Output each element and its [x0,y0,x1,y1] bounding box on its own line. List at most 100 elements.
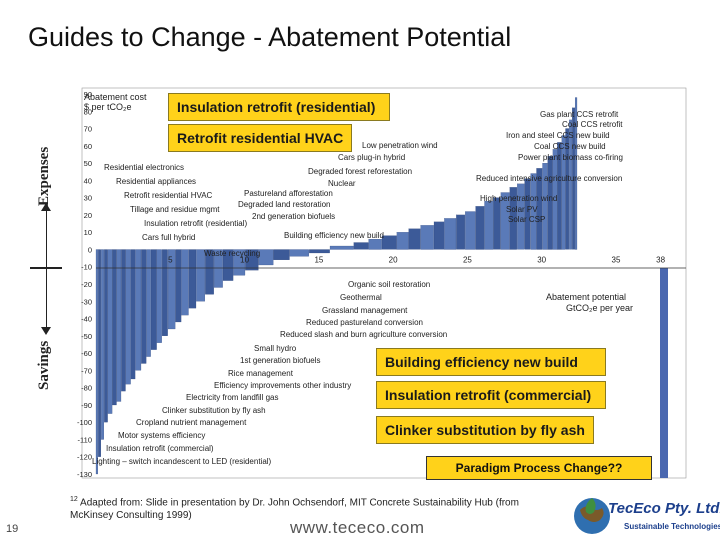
bar-19 [188,249,197,309]
website-url[interactable]: www.tececo.com [290,518,425,537]
annotation-19: Power plant biomass co-firing [518,153,623,162]
globe-icon [574,498,610,534]
annotation-2: Retrofit residential HVAC [124,191,213,200]
annotation-20: Reduced intensive agriculture conversion [476,174,622,183]
y-tick-label-21: -120 [77,453,92,462]
bar-25 [245,249,259,271]
y-tick-label-19: -100 [77,418,92,427]
x-tick-label-1: 10 [240,256,249,265]
y-tick-label-16: -70 [81,366,92,375]
annotation-27: Reduced pastureland conversion [306,318,423,327]
bar-46 [517,183,525,250]
x-axis-label-line2: GtCO₂e per year [566,303,633,313]
y-tick-label-14: -50 [81,332,92,341]
expenses-savings-arrow [41,203,51,335]
annotation-17: Iron and steel CCS new build [506,131,610,140]
bar-48 [530,173,537,250]
footnote-mark: 12 [70,496,78,503]
bar-44 [500,192,510,250]
callout-retrofit-residential-hvac: Retrofit residential HVAC [168,124,352,152]
bar-47 [524,178,531,250]
bar-10 [135,249,142,371]
y-tick-label-6: 30 [84,194,92,203]
x-tick-label-5: 30 [537,256,546,265]
bar-18 [181,249,189,316]
bar-8 [125,249,131,385]
y-tick-label-18: -90 [81,401,92,410]
bar-56 [569,119,573,250]
x-tick-label-6: 35 [612,256,621,265]
page-number: 19 [6,523,19,535]
bar-35 [408,228,421,250]
logo-text: TecEco Pty. Ltd. [608,500,720,517]
bar-43 [493,197,501,250]
y-tick-label-5: 40 [84,176,92,185]
annotation-labels: Residential electronics Residential appl… [92,110,623,466]
annotation-29: Small hydro [254,344,297,353]
x-tick-label-4: 25 [463,256,472,265]
y-tick-label-22: -130 [77,470,92,479]
bar-45 [509,187,517,250]
bar-12 [146,249,151,357]
bar-0 [95,249,98,475]
bar-16 [168,249,176,330]
annotation-8: Degraded land restoration [238,200,331,209]
bar-24 [233,249,246,276]
bar-57 [572,107,576,250]
y-tick-label-13: -40 [81,315,92,324]
bar-1 [98,249,101,457]
logo-subtitle: Sustainable Technologies [624,522,720,531]
footnote: 12 Adapted from: Slide in presentation b… [70,493,550,522]
bar-54 [561,135,566,250]
bar-29 [309,249,330,254]
y-tick-label-15: -60 [81,349,92,358]
bar-51 [547,156,553,250]
y-tick-label-17: -80 [81,384,92,393]
annotation-32: Efficiency improvements other industry [214,381,351,390]
y-tick-label-3: 60 [84,142,92,151]
bar-2 [101,249,104,440]
bar-37 [433,221,445,250]
bar-33 [381,235,397,250]
annotation-23: Solar CSP [508,215,545,224]
bar-39 [456,214,465,250]
annotation-14: Low penetration wind [362,141,438,150]
annotation-1: Residential appliances [116,177,196,186]
x-tick-label-2: 15 [314,256,323,265]
annotation-35: Cropland nutrient management [136,418,247,427]
bar-40 [465,211,476,250]
bars-group [95,97,578,475]
zero-divider [30,267,62,269]
right-edge-bar [660,268,668,478]
bar-5 [112,249,117,406]
x-ticks-group: 5 10 15 20 25 30 35 38 [168,256,666,265]
annotation-9: 2nd generation biofuels [252,212,335,221]
annotation-4: Insulation retrofit (residential) [144,219,247,228]
tececo-logo: TecEco Pty. Ltd. Sustainable Technologie… [572,492,720,540]
bar-42 [484,200,494,250]
bar-11 [141,249,147,364]
annotation-30: 1st generation biofuels [240,356,321,365]
annotation-22: Solar PV [506,205,538,214]
annotation-25: Geothermal [340,293,382,302]
y-tick-label-20: -110 [78,436,92,445]
annotation-18: Coal CCS new build [534,142,606,151]
footnote-text: Adapted from: Slide in presentation by D… [70,497,519,522]
y-axis-label-line2: $ per tCO₂e [84,102,132,112]
annotation-13: Cars plug-in hybrid [338,153,405,162]
bar-3 [104,249,108,423]
annotation-38: Lighting – switch incandescent to LED (r… [92,457,272,466]
bar-20 [196,249,206,302]
y-axis-label-line1: Abatement cost [84,92,147,102]
x-tick-label-0: 5 [168,256,173,265]
annotation-31: Rice management [228,369,294,378]
y-tick-label-0: 90 [84,90,92,99]
annotation-3: Tillage and residue mgmt [130,205,220,214]
y-tick-label-2: 70 [84,125,92,134]
y-tick-label-1: 80 [84,107,92,116]
bar-34 [396,232,409,250]
annotation-21: High penetration wind [480,194,557,203]
annotation-5: Cars full hybrid [142,233,195,242]
bar-26 [258,249,274,266]
annotation-7: Pastureland afforestation [244,189,333,198]
